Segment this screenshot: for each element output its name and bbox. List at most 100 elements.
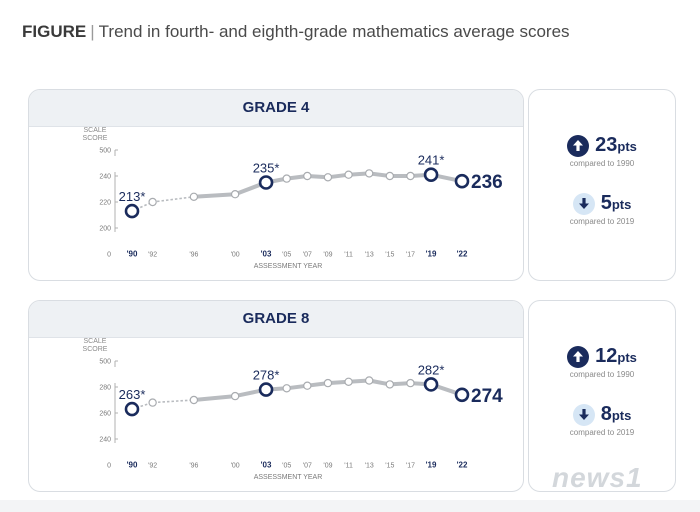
grade8-ytick-label: 260 — [99, 411, 111, 418]
grade8-point-17 — [406, 378, 415, 388]
grade8-change-2019: 8pts compared to 2019 — [529, 403, 675, 437]
grade8-point-05 — [282, 384, 291, 393]
grade4-xtick-label: '17 — [406, 252, 415, 259]
grade4-point-96 — [189, 192, 199, 202]
grade8-point-22 — [454, 387, 470, 403]
grade8-ytick-label: 240 — [99, 437, 111, 444]
grade8-xtick-label: '19 — [426, 461, 437, 470]
grade4-xaxis-title: ASSESSMENT YEAR — [254, 263, 323, 270]
grade4-up-compare: compared to 1990 — [569, 159, 635, 168]
grade8-xtick-label: '13 — [365, 463, 374, 470]
grade4-ytick-zero: 0 — [107, 252, 111, 259]
grade4-ytick-label: 200 — [99, 226, 111, 233]
grade4-data-label-22: 236 — [471, 172, 503, 193]
figure-title: FIGURE | Trend in fourth- and eighth-grade… — [22, 22, 570, 42]
grade4-point-17 — [406, 171, 415, 181]
grade4-down-compare: compared to 2019 — [569, 217, 635, 226]
grade4-title: GRADE 4 — [29, 90, 523, 127]
figure-separator: | — [90, 22, 95, 41]
grade8-xtick-label: '22 — [457, 461, 468, 470]
grade8-xtick-label: '15 — [385, 463, 394, 470]
grade4-data-label-03: 235* — [253, 161, 280, 176]
grade4-ylabel-line2: SCORE — [83, 135, 108, 142]
grade4-point-13 — [364, 169, 374, 178]
grade4-xtick-label: '15 — [385, 252, 394, 259]
watermark-logo: news1 — [552, 462, 643, 493]
arrow-up-icon — [567, 134, 590, 157]
grade4-point-00 — [230, 189, 240, 199]
grade4-xtick-label: '90 — [127, 250, 138, 259]
arrow-up-icon — [567, 345, 590, 368]
grade8-up-value: 12 — [595, 345, 618, 367]
arrow-down-icon — [572, 192, 595, 215]
grade4-down-unit: pts — [611, 197, 632, 212]
grade4-xtick-label: '07 — [303, 252, 312, 259]
grade8-point-13 — [364, 376, 374, 385]
grade8-point-09 — [323, 378, 333, 388]
grade4-panel: GRADE 4 SCALE SCORE 500 240 220 200 0 '90 '92 '96… — [28, 89, 524, 281]
grade4-stats-card: 23pts compared to 1990 5pts compared to … — [528, 89, 676, 281]
grade8-xtick-label: '11 — [344, 463, 353, 470]
grade8-ylabel-line2: SCORE — [83, 346, 108, 353]
grade8-data-label-19: 282* — [418, 362, 445, 377]
grade8-data-label-90: 263* — [119, 387, 146, 402]
grade4-point-03 — [258, 175, 274, 190]
grade8-xtick-label: '05 — [282, 463, 291, 470]
grade8-point-15 — [385, 380, 395, 389]
grade4-down-value: 5 — [600, 192, 612, 214]
grade8-panel: GRADE 8 SCALE SCORE 500 280 260 240 0 '90 '92 '96… — [28, 300, 524, 492]
grade4-xtick-label: '00 — [231, 252, 240, 259]
bottom-bar — [0, 500, 700, 512]
grade4-xtick-label: '13 — [365, 252, 374, 259]
grade8-down-value: 8 — [600, 403, 612, 425]
grade8-point-92 — [148, 398, 157, 407]
figure-lead: FIGURE — [22, 22, 87, 41]
grade4-point-22 — [454, 173, 470, 189]
grade8-point-90 — [124, 401, 140, 417]
grade8-data-label-22: 274 — [471, 386, 503, 407]
grade8-xtick-label: '09 — [323, 463, 332, 470]
grade8-xaxis-title: ASSESSMENT YEAR — [254, 474, 323, 481]
grade4-ytick-label: 500 — [99, 148, 111, 155]
grade4-point-90 — [124, 203, 140, 219]
grade4-change-1990: 23pts compared to 1990 — [529, 134, 675, 168]
grade8-point-11 — [344, 377, 353, 387]
grade4-change-2019: 5pts compared to 2019 — [529, 192, 675, 226]
grade4-xtick-label: '22 — [457, 250, 468, 259]
arrow-down-icon — [572, 403, 595, 426]
grade8-xtick-label: '90 — [127, 461, 138, 470]
grade8-point-03 — [258, 382, 274, 397]
grade8-ytick-label: 280 — [99, 385, 111, 392]
grade8-ytick-zero: 0 — [107, 463, 111, 470]
grade4-xtick-label: '96 — [189, 252, 198, 259]
grade8-up-compare: compared to 1990 — [569, 370, 635, 379]
grade8-xtick-label: '96 — [189, 463, 198, 470]
grade4-up-unit: pts — [617, 139, 637, 154]
grade4-xtick-label: '09 — [323, 252, 332, 259]
grade8-point-96 — [189, 395, 199, 405]
grade8-ytick-label: 500 — [99, 359, 111, 366]
grade8-xtick-label: '07 — [303, 463, 312, 470]
grade8-stats-card: 12pts compared to 1990 8pts compared to … — [528, 300, 676, 492]
grade4-xtick-label: '19 — [426, 250, 437, 259]
grade8-data-label-03: 278* — [253, 368, 280, 383]
figure-title-text: Trend in fourth- and eighth-grade mathem… — [98, 22, 570, 41]
grade4-point-05 — [282, 174, 291, 183]
grade8-title: GRADE 8 — [29, 301, 523, 338]
grade4-point-92 — [148, 197, 157, 207]
grade8-xtick-label: '00 — [231, 463, 240, 470]
grade8-point-00 — [230, 391, 240, 401]
grade4-data-label-19: 241* — [418, 153, 445, 168]
grade4-point-15 — [385, 171, 395, 181]
grade4-point-07 — [303, 171, 312, 181]
grade4-point-19 — [423, 167, 439, 183]
grade8-change-1990: 12pts compared to 1990 — [529, 345, 675, 379]
grade4-xtick-label: '05 — [282, 252, 291, 259]
grade8-down-unit: pts — [611, 408, 632, 423]
grade8-ylabel-line1: SCALE — [84, 338, 107, 345]
grade4-point-09 — [323, 173, 333, 182]
grade4-xtick-label: '03 — [261, 250, 272, 259]
grade4-ytick-label: 240 — [99, 174, 111, 181]
